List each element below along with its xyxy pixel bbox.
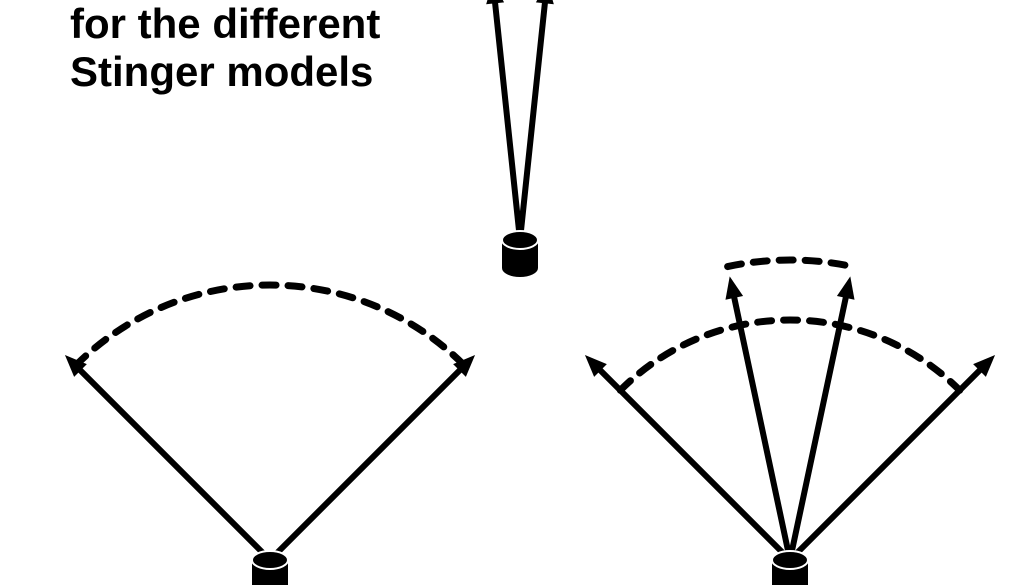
range-arc bbox=[620, 320, 959, 390]
arrow-shaft bbox=[593, 363, 790, 560]
arrow-head bbox=[837, 276, 855, 299]
diagram-svg bbox=[0, 0, 1024, 585]
emitter-top bbox=[772, 551, 808, 569]
arrow-shaft bbox=[520, 0, 546, 240]
range-arc bbox=[76, 285, 465, 366]
arrow-shaft bbox=[732, 288, 790, 560]
arrow-shaft bbox=[790, 288, 848, 560]
emitter-top bbox=[502, 231, 538, 249]
diagram-stage: for the different Stinger models bbox=[0, 0, 1024, 585]
arrow-shaft bbox=[494, 0, 520, 240]
emitter-top bbox=[252, 551, 288, 569]
range-arc bbox=[728, 260, 853, 267]
arrow-shaft bbox=[73, 363, 270, 560]
arrow-head bbox=[725, 276, 743, 299]
emitter-bottom bbox=[502, 259, 538, 277]
arrow-shaft bbox=[790, 363, 987, 560]
arrow-shaft bbox=[270, 363, 467, 560]
